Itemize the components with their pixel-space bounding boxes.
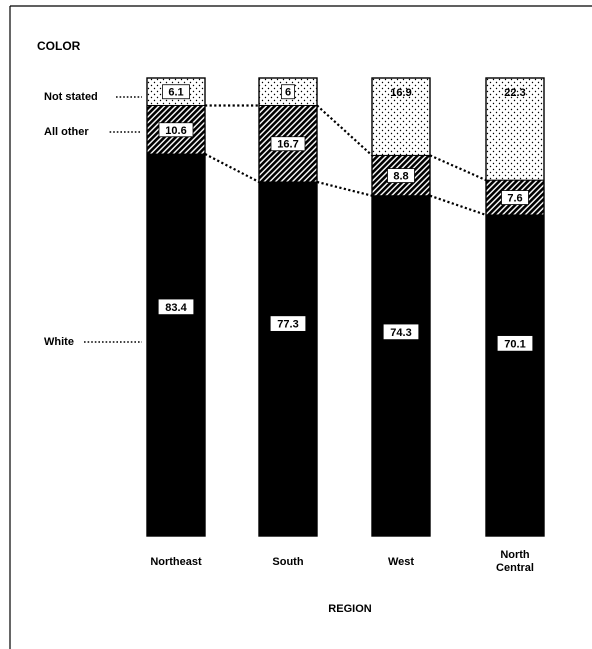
value-label-box — [158, 122, 194, 138]
value-label: 8.8 — [393, 171, 408, 183]
legend-label-white: White — [44, 336, 74, 348]
category-label: North Central — [496, 549, 534, 574]
category-label: West — [388, 556, 414, 568]
value-label-box — [501, 190, 529, 205]
bar-outline-1 — [258, 77, 318, 537]
value-label-box — [270, 136, 306, 152]
connector-1-2 — [429, 154, 487, 182]
category-label: South — [272, 556, 303, 568]
value-label: 74.3 — [390, 327, 411, 339]
value-label: 16.7 — [277, 139, 298, 151]
chart-title: COLOR — [37, 39, 81, 53]
bar-white-0 — [146, 153, 206, 537]
value-label: 10.6 — [165, 125, 186, 137]
bar-not-stated-2 — [371, 77, 431, 156]
value-labels-group: 83.4 10.6 6.1 77.3 16.7 6 74.3 8.8 16.9 70.1 7.6 22… — [158, 84, 533, 351]
x-axis-group: Northeast South West North Central — [150, 549, 534, 574]
value-label-box — [281, 84, 295, 100]
connector-0-1 — [316, 180, 373, 197]
bar-white-1 — [258, 181, 318, 537]
bar-not-stated-3 — [485, 77, 545, 181]
bar-outline-2 — [371, 77, 431, 537]
value-label-box — [162, 84, 190, 100]
value-label: 70.1 — [504, 338, 525, 350]
bars-group — [146, 77, 545, 537]
bar-white-2 — [371, 195, 431, 537]
legend-label-not-stated: Not stated — [44, 91, 98, 103]
legend-group: Not stated All other White — [44, 91, 142, 348]
value-label: 6.1 — [168, 87, 183, 99]
value-label-box — [383, 324, 419, 340]
value-label: 16.9 — [390, 87, 411, 99]
connector-0-2 — [429, 194, 487, 216]
bar-outline-0 — [146, 77, 206, 537]
value-label: 6 — [285, 87, 291, 99]
value-label-box — [497, 335, 533, 351]
bar-white-3 — [485, 214, 545, 537]
connector-1-1 — [316, 104, 373, 157]
x-axis-title: REGION — [328, 603, 371, 615]
bar-outline-3 — [485, 77, 545, 537]
value-label: 77.3 — [277, 319, 298, 331]
value-label-box — [387, 168, 415, 183]
value-label-box — [270, 316, 306, 331]
value-label: 83.4 — [165, 302, 187, 314]
connector-0-0 — [204, 153, 260, 183]
dotted-connectors — [204, 104, 487, 216]
category-label: Northeast — [150, 556, 202, 568]
value-label-box — [158, 299, 194, 315]
value-label: 22.3 — [504, 87, 525, 99]
value-label: 7.6 — [507, 193, 522, 205]
legend-label-all-other: All other — [44, 126, 89, 138]
